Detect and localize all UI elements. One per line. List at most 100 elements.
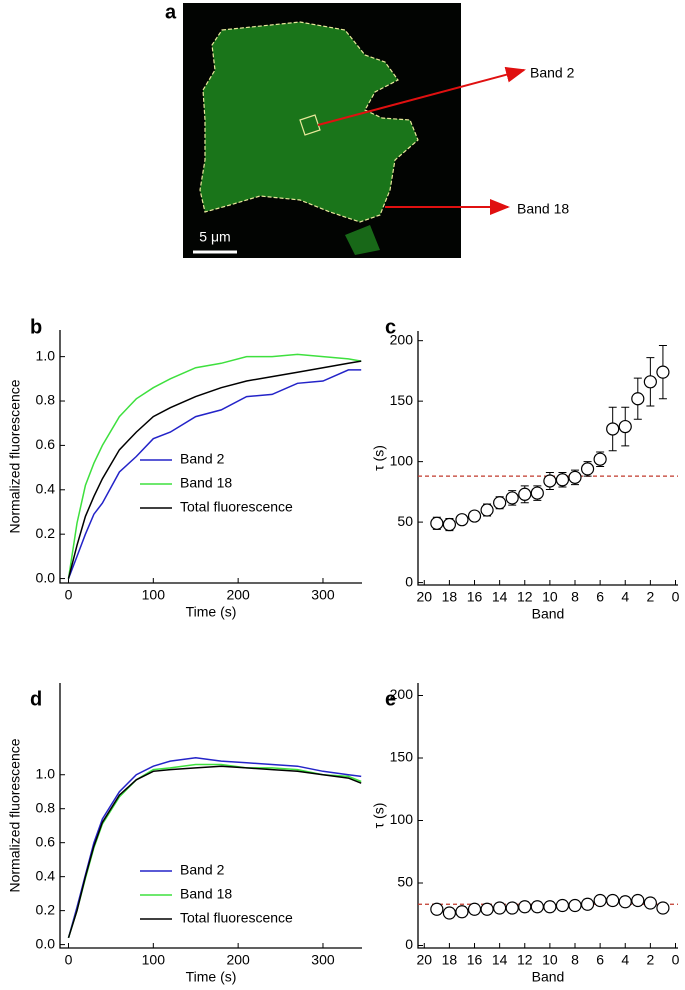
data-point — [493, 496, 507, 510]
series-line — [67, 360, 362, 579]
data-point — [467, 902, 482, 916]
series-line — [67, 353, 362, 579]
panel-a: a Band 2 Band 18 5 μm — [165, 1, 575, 258]
x-tick-label: 16 — [467, 952, 483, 968]
data-point — [505, 491, 519, 505]
x-tick-label: 0 — [672, 589, 680, 605]
legend-label: Total fluorescence — [180, 499, 293, 515]
y-tick-label: 50 — [397, 874, 413, 890]
x-tick-label: 300 — [311, 952, 335, 968]
x-tick-label: 0 — [65, 587, 73, 603]
data-point — [643, 375, 657, 389]
legend-label: Band 18 — [180, 475, 232, 491]
y-tick-label: 0.4 — [36, 867, 56, 883]
y-tick-label: 150 — [390, 392, 414, 408]
axis-frame — [59, 330, 362, 584]
y-tick-label: 0.0 — [36, 569, 56, 585]
x-tick-label: 4 — [621, 952, 629, 968]
x-tick-label: 18 — [442, 952, 458, 968]
data-point — [593, 452, 607, 466]
data-point — [505, 901, 519, 915]
y-tick-label: 0.2 — [36, 901, 56, 917]
x-tick-label: 20 — [416, 589, 432, 605]
data-point — [593, 893, 607, 908]
data-point — [555, 898, 570, 913]
x-tick-label: 8 — [571, 589, 579, 605]
data-point — [555, 473, 570, 487]
panel-label: b — [30, 316, 42, 338]
data-point — [543, 474, 557, 488]
y-tick-label: 100 — [390, 811, 414, 827]
x-tick-label: 2 — [646, 952, 654, 968]
y-tick-label: 200 — [390, 686, 414, 702]
series-line — [67, 756, 362, 939]
x-tick-label: 0 — [65, 952, 73, 968]
data-point — [618, 895, 632, 909]
data-point — [656, 365, 670, 379]
band-outline — [199, 21, 419, 223]
x-axis-label: Time (s) — [186, 969, 237, 985]
arrow — [317, 66, 526, 126]
x-tick-label: 14 — [492, 589, 508, 605]
annotation: Band 2 — [530, 65, 575, 81]
x-tick-label: 100 — [142, 587, 166, 603]
y-tick-label: 0.6 — [36, 833, 56, 849]
x-tick-label: 200 — [226, 587, 250, 603]
y-tick-label: 150 — [390, 749, 414, 765]
x-axis-label: Band — [532, 606, 565, 622]
data-point — [618, 419, 632, 434]
data-point — [455, 513, 469, 527]
y-tick-label: 1.0 — [36, 765, 56, 781]
legend-label: Total fluorescence — [180, 910, 293, 926]
legend-label: Band 2 — [180, 451, 225, 467]
data-point — [530, 900, 544, 914]
data-point — [543, 900, 557, 914]
data-point — [442, 517, 457, 532]
x-tick-label: 12 — [517, 589, 533, 605]
x-tick-label: 200 — [226, 952, 250, 968]
y-axis-label: Normalized fluorescence — [7, 738, 23, 892]
x-tick-label: 6 — [596, 589, 604, 605]
panel-label: e — [385, 688, 396, 710]
x-tick-label: 8 — [571, 952, 579, 968]
x-axis-label: Band — [532, 969, 565, 985]
axis-frame — [417, 331, 678, 586]
data-point — [631, 392, 645, 406]
axis-frame — [59, 683, 362, 949]
data-point — [518, 487, 532, 501]
legend-label: Band 2 — [180, 862, 225, 878]
data-point — [480, 902, 494, 916]
data-point — [656, 901, 670, 915]
x-tick-label: 0 — [672, 952, 680, 968]
data-point — [568, 898, 582, 913]
data-point — [430, 516, 444, 530]
y-tick-label: 50 — [397, 513, 413, 529]
x-tick-label: 18 — [442, 589, 458, 605]
y-tick-label: 0.8 — [36, 392, 56, 408]
data-point — [442, 906, 457, 920]
x-tick-label: 12 — [517, 952, 533, 968]
x-tick-label: 4 — [621, 589, 629, 605]
data-point — [643, 896, 657, 910]
data-point — [430, 902, 444, 916]
data-point — [480, 503, 494, 517]
y-axis-label: τ (s) — [371, 445, 387, 471]
legend-label: Band 18 — [180, 886, 232, 902]
panel-label: c — [385, 316, 396, 338]
y-tick-label: 0.0 — [36, 935, 56, 951]
data-point — [530, 486, 544, 500]
annotation: Band 18 — [517, 201, 569, 217]
cell — [200, 22, 418, 222]
x-tick-label: 10 — [542, 589, 558, 605]
data-point — [606, 422, 620, 436]
x-tick-label: 14 — [492, 952, 508, 968]
panel-label: d — [30, 688, 42, 710]
x-tick-label: 16 — [467, 589, 483, 605]
data-point — [455, 905, 469, 919]
y-axis-label: Normalized fluorescence — [7, 379, 23, 533]
data-point — [493, 901, 507, 915]
x-tick-label: 2 — [646, 589, 654, 605]
scale-bar-label: 5 μm — [199, 229, 230, 245]
panel-label: a — [165, 1, 177, 23]
